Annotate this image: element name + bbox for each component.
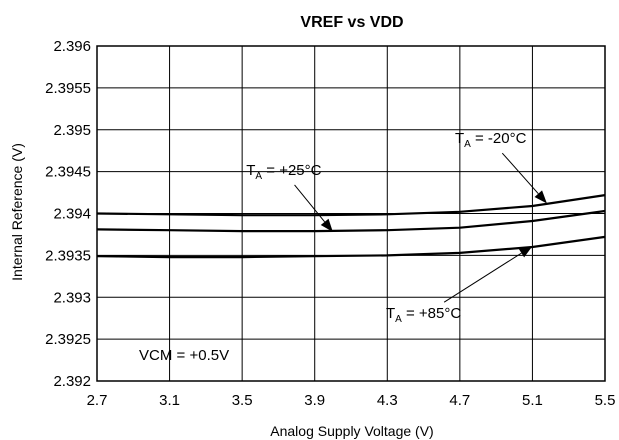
x-tick-label: 4.7 xyxy=(449,392,470,409)
annotation-arrowhead xyxy=(518,246,533,258)
annotation-rest-text: = +85°C xyxy=(402,305,462,322)
y-tick-label: 2.392 xyxy=(53,373,91,390)
y-tick-label: 2.396 xyxy=(53,38,91,55)
x-tick-label: 4.3 xyxy=(377,392,398,409)
annotation-main-text: T xyxy=(455,130,464,147)
x-tick-label: 3.9 xyxy=(304,392,325,409)
annotation-subscript: A xyxy=(255,171,262,182)
x-tick-label: 3.5 xyxy=(232,392,253,409)
annotation-rest-text: = +25°C xyxy=(262,162,322,179)
y-tick-label: 2.393 xyxy=(53,289,91,306)
x-tick-label: 2.7 xyxy=(87,392,108,409)
series-line-1 xyxy=(96,194,606,217)
annotation-arrowhead xyxy=(534,190,547,204)
y-axis-label: Internal Reference (V) xyxy=(9,143,25,281)
annotation-main-text: T xyxy=(386,305,395,322)
x-tick-label: 3.1 xyxy=(159,392,180,409)
y-tick-label: 2.394 xyxy=(53,206,91,223)
annotation-subscript: A xyxy=(395,314,402,325)
chart-title: VREF vs VDD xyxy=(300,14,403,31)
y-tick-label: 2.3955 xyxy=(45,80,91,97)
x-tick-label: 5.5 xyxy=(595,392,616,409)
grid xyxy=(97,46,605,381)
annotation-leader-line xyxy=(443,252,522,303)
series-line-3 xyxy=(96,235,606,259)
annotation-main-text: T xyxy=(246,162,255,179)
annotation-main-text: VCM = +0.5V xyxy=(139,347,229,364)
annotation-label: TA = +85°C xyxy=(386,305,461,325)
annotation-label: TA = +25°C xyxy=(246,162,321,182)
y-tick-label: 2.3935 xyxy=(45,247,91,264)
y-tick-label: 2.395 xyxy=(53,122,91,139)
x-tick-labels: 2.7 3.1 3.5 3.9 4.3 4.7 5.1 5.5 xyxy=(87,392,616,409)
x-tick-label: 5.1 xyxy=(522,392,543,409)
y-tick-label: 2.3925 xyxy=(45,331,91,348)
plot-frame xyxy=(96,45,606,382)
annotation-subscript: A xyxy=(464,139,471,150)
annotation-leader-line xyxy=(501,152,539,195)
y-tick-label: 2.3945 xyxy=(45,164,91,181)
series-line-2 xyxy=(96,209,606,233)
annotation-label: TA = -20°C xyxy=(455,130,527,150)
y-tick-labels: 2.392 2.3925 2.393 2.3935 2.394 2.3945 2.395 2.… xyxy=(45,38,91,390)
annotation-label: VCM = +0.5V xyxy=(139,347,229,364)
x-axis-label: Analog Supply Voltage (V) xyxy=(270,423,433,439)
annotation-arrowhead xyxy=(320,218,333,232)
annotation-rest-text: = -20°C xyxy=(471,130,527,147)
annotation-leader-line xyxy=(294,184,326,223)
series-lines xyxy=(96,194,606,259)
